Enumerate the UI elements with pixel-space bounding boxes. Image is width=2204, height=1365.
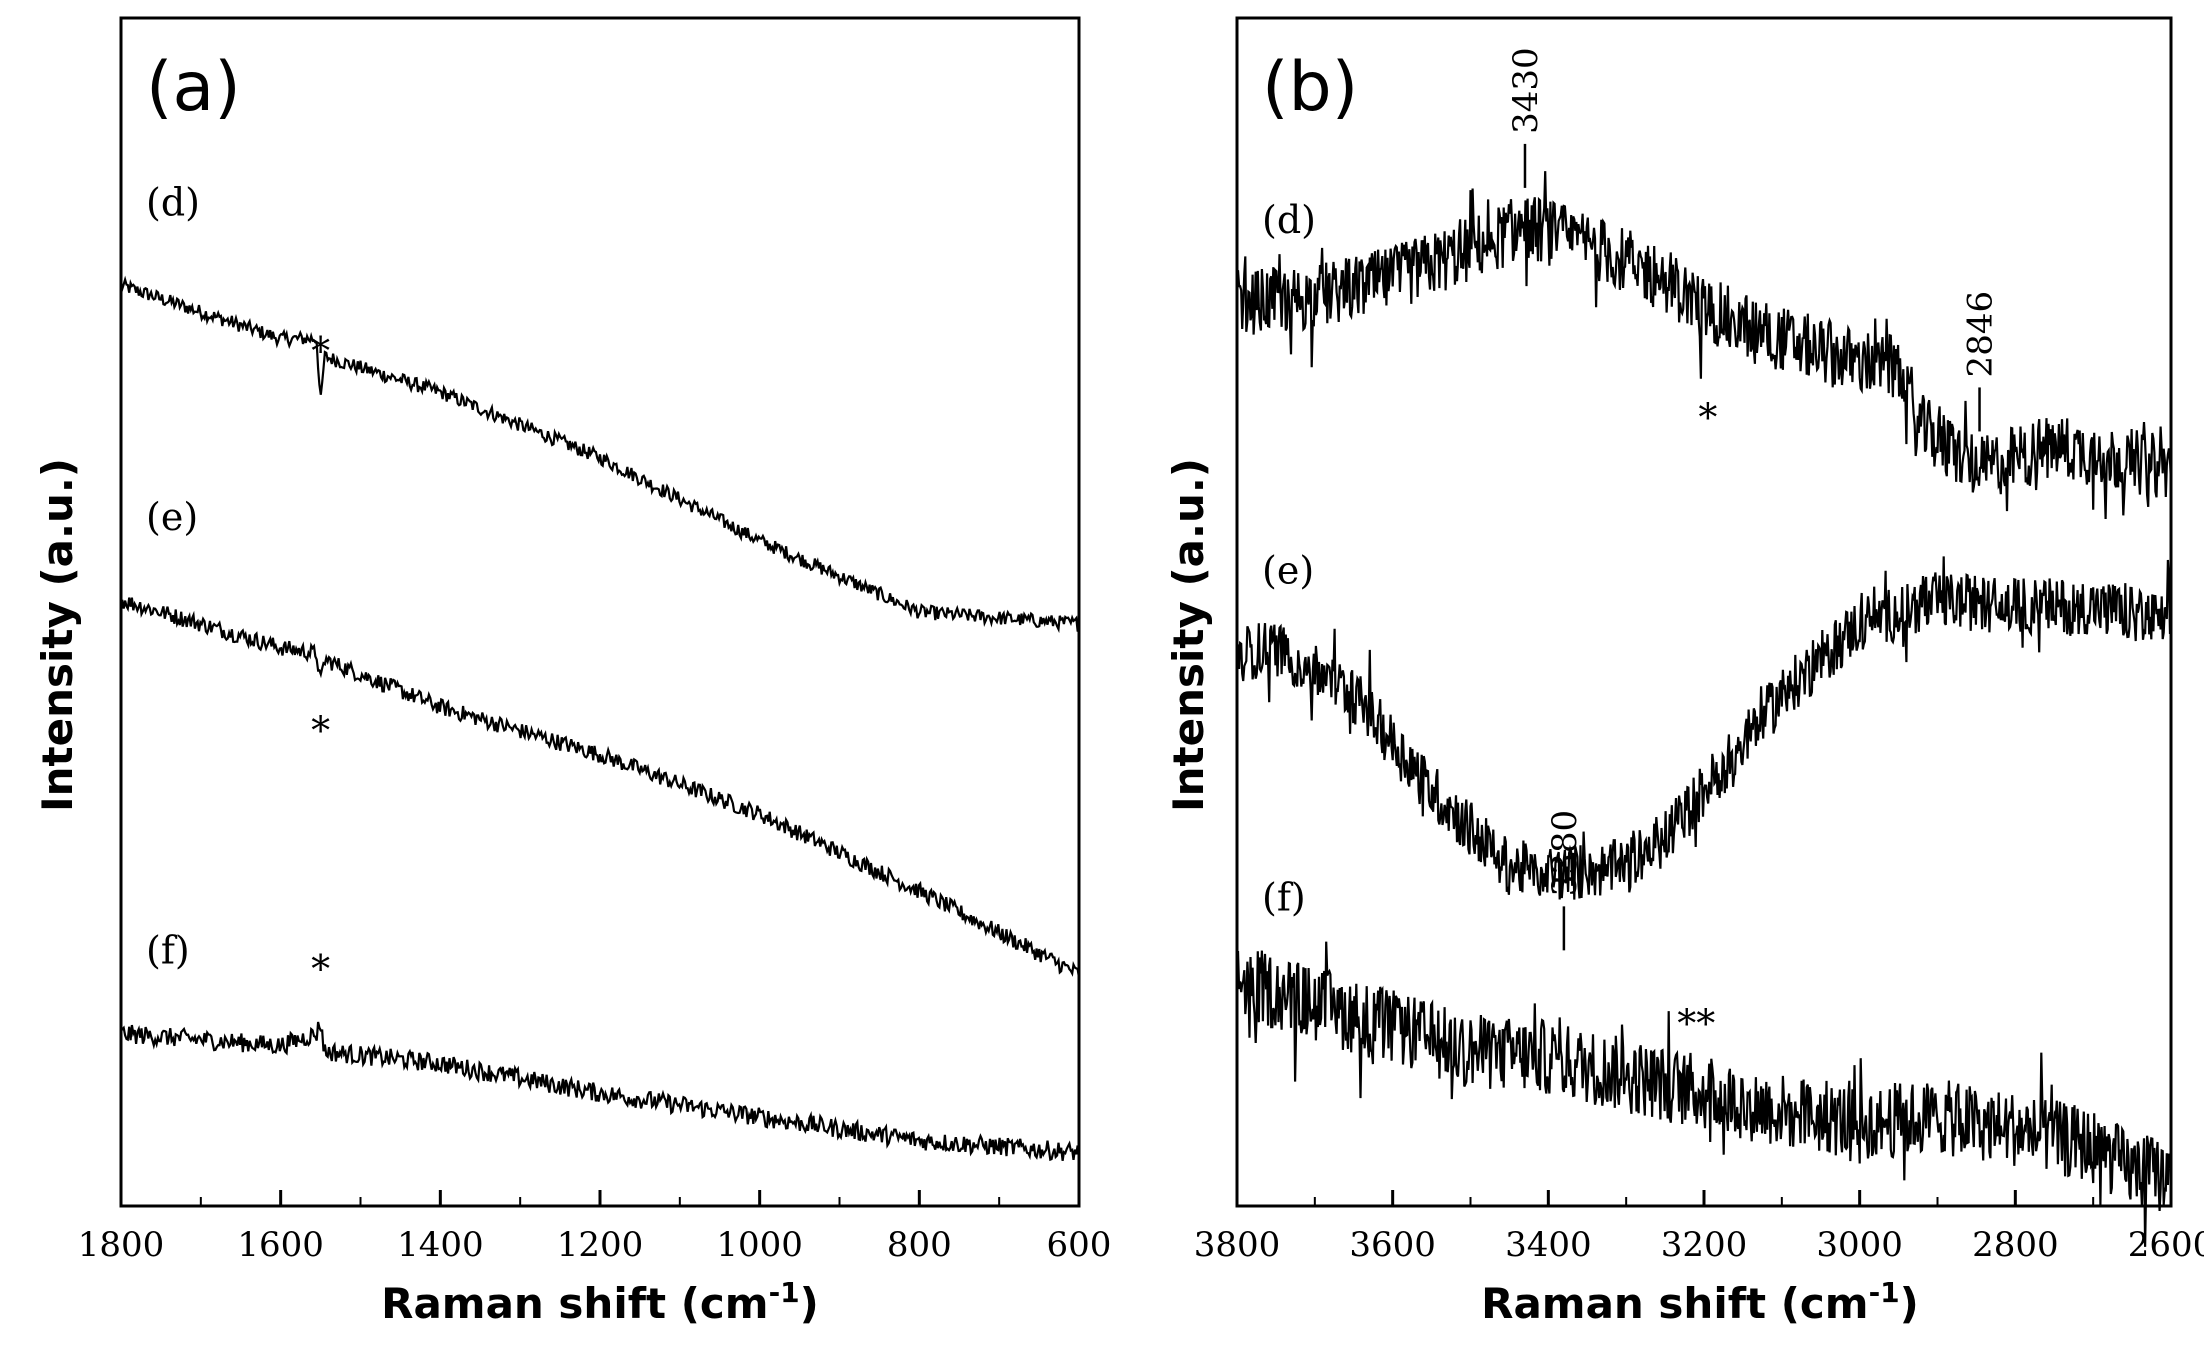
panel-a: (a) (d) * (e) * (f) * 1800 1600 1400 1200 1000 800… (33, 16, 1112, 1328)
asterisk-marker: ** (1677, 1001, 1715, 1045)
x-axis-title-a-sup: -1 (769, 1276, 800, 1309)
x-tick-label: 3400 (1505, 1225, 1592, 1265)
x-axis-title-b-text: Raman shift (cm (1481, 1279, 1868, 1328)
series-label: (d) (146, 180, 200, 224)
series-label: (f) (1262, 875, 1306, 919)
x-tick-label: 2600 (2128, 1225, 2204, 1265)
x-axis-title-b-sup: -1 (1869, 1276, 1900, 1309)
x-tick-label: 800 (887, 1225, 952, 1265)
asterisk-marker: * (311, 947, 330, 991)
x-tick-label: 1600 (237, 1225, 324, 1265)
x-tick-label: 3600 (1349, 1225, 1436, 1265)
series-group-b: (d) 3430 2846 * (e) 3380 (f) ** (1235, 47, 2173, 1247)
series-label: (e) (1262, 549, 1314, 593)
series-line (1235, 556, 2173, 900)
x-tick-label: 2800 (1972, 1225, 2059, 1265)
x-axis-title-a-text: Raman shift (cm (381, 1279, 768, 1328)
series-line (120, 1021, 1081, 1162)
panel-b: (b) (d) 3430 2846 * (e) 3380 (f) ** 3800 3600 340… (1164, 16, 2204, 1328)
x-ticks-a: 1800 1600 1400 1200 1000 800 600 (78, 1190, 1112, 1265)
series-label: (f) (146, 929, 190, 973)
x-tick-label: 1200 (557, 1225, 644, 1265)
series-label: (e) (146, 495, 198, 539)
x-tick-label: 1800 (78, 1225, 165, 1265)
peak-annotation: 3430 (1506, 47, 1546, 134)
asterisk-marker: * (1698, 396, 1717, 440)
x-tick-label: 1000 (716, 1225, 803, 1265)
series-line (1235, 171, 2173, 520)
series-line (119, 275, 1080, 634)
series-line (1235, 941, 2172, 1247)
x-axis-title-a-close: ) (800, 1279, 819, 1328)
x-axis-title-b-close: ) (1900, 1279, 1919, 1328)
peak-annotation: 3380 (1545, 810, 1585, 897)
x-axis-title-a: Raman shift (cm-1) (381, 1276, 819, 1328)
x-tick-label: 3200 (1661, 1225, 1748, 1265)
x-tick-label: 3000 (1816, 1225, 1903, 1265)
series-line (120, 597, 1081, 978)
y-axis-title-b: Intensity (a.u.) (1164, 458, 1213, 812)
y-axis-title-a: Intensity (a.u.) (33, 458, 82, 812)
series-group-a: (d) * (e) * (f) * (119, 180, 1081, 1162)
x-tick-label: 600 (1047, 1225, 1112, 1265)
panel-label-b: (b) (1262, 48, 1358, 127)
x-tick-label: 1400 (397, 1225, 484, 1265)
series-label: (d) (1262, 198, 1316, 242)
x-ticks-b: 3800 3600 3400 3200 3000 2800 2600 (1194, 1190, 2204, 1265)
x-axis-title-b: Raman shift (cm-1) (1481, 1276, 1919, 1328)
asterisk-marker: * (311, 329, 330, 373)
asterisk-marker: * (311, 708, 330, 752)
peak-annotation: 2846 (1961, 291, 2001, 378)
panel-label-a: (a) (146, 48, 241, 127)
x-tick-label: 3800 (1194, 1225, 1281, 1265)
